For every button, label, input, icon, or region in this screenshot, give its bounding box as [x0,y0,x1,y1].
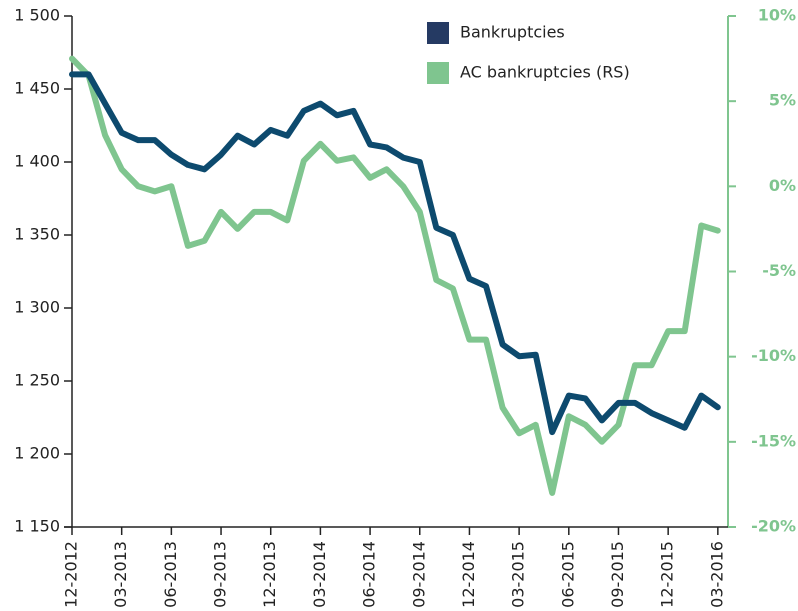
x-tick-label: 12-2015 [658,541,677,608]
y2-tick-label: 0% [769,176,796,195]
x-tick-label: 03-2013 [111,541,130,608]
y2-tick-label: 10% [758,6,796,25]
x-tick-label: 09-2015 [608,541,627,608]
x-tick-label: 09-2013 [211,541,230,608]
y2-tick-label: 5% [769,91,796,110]
x-tick-label: 06-2014 [360,541,379,608]
series-line [69,71,721,436]
y-tick-label: 1 250 [14,371,60,390]
y2-tick-label: -15% [751,431,796,450]
y-tick-label: 1 400 [14,152,60,171]
x-tick-label: 03-2015 [509,541,528,608]
x-tick-label: 09-2014 [409,541,428,608]
y2-tick-label: -20% [751,517,796,536]
legend-label: AC bankruptcies (RS) [460,63,630,82]
x-tick-label: 12-2014 [459,541,478,608]
x-tick-label: 12-2012 [62,541,81,608]
y-tick-label: 1 450 [14,79,60,98]
y-tick-label: 1 200 [14,444,60,463]
legend-swatch [427,22,449,44]
y-tick-label: 1 150 [14,517,60,536]
legend-label: Bankruptcies [460,23,565,42]
series-line [69,55,721,496]
y-tick-label: 1 350 [14,225,60,244]
x-tick-label: 06-2013 [161,541,180,608]
y2-tick-label: -5% [762,261,796,280]
y2-tick-label: -10% [751,346,796,365]
x-tick-label: 03-2014 [310,541,329,608]
x-tick-label: 12-2013 [260,541,279,608]
x-tick-label: 03-2016 [707,541,726,608]
x-tick-label: 06-2015 [558,541,577,608]
legend-swatch [427,62,449,84]
y-tick-label: 1 300 [14,298,60,317]
y-tick-label: 1 500 [14,6,60,25]
